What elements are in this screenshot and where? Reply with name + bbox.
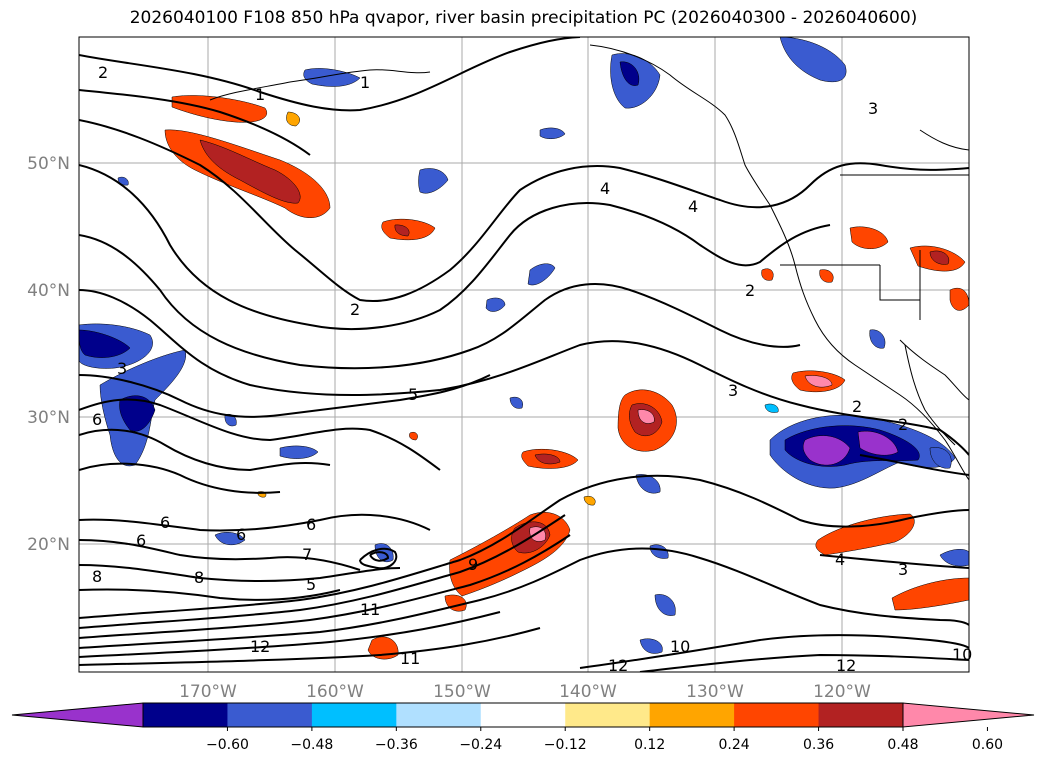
contour-label: 6 [160, 513, 170, 532]
colorbar-segment [396, 703, 482, 727]
contour-label: 6 [92, 410, 102, 429]
colorbar-segment [227, 703, 313, 727]
colorbar-frame [142, 702, 904, 728]
contour-label: 12 [608, 656, 628, 675]
colorbar-segment [649, 703, 735, 727]
colorbar-tick-label: 0.36 [803, 737, 834, 753]
lat-label: 30°N [27, 408, 70, 428]
lat-label: 40°N [27, 281, 70, 301]
lon-label: 120°W [813, 682, 871, 702]
contour-label: 10 [670, 637, 690, 656]
colorbar-tick-label: 0.48 [887, 737, 918, 753]
contour-label: 11 [360, 600, 380, 619]
contour-label: 6 [236, 525, 246, 544]
colorbar-extend-high [902, 702, 1035, 728]
colorbar-segment [143, 703, 228, 727]
contour-label: 2 [898, 415, 908, 434]
colorbar-tick-label: −0.60 [206, 737, 249, 753]
contour-label: 3 [898, 560, 908, 579]
lat-label: 20°N [27, 535, 70, 555]
contour-label: 4 [600, 179, 610, 198]
contour-label: 4 [835, 550, 845, 569]
colorbar-tick-label: −0.48 [290, 737, 333, 753]
contour-label: 5 [408, 385, 418, 404]
contour-label: 6 [136, 531, 146, 550]
lon-label: 150°W [433, 682, 491, 702]
colorbar-segment [565, 703, 651, 727]
colorbar-tick-label: 0.24 [719, 737, 750, 753]
lon-axis-labels: 170°W 160°W 150°W 140°W 130°W 120°W [179, 682, 871, 702]
plot-frame [78, 36, 970, 673]
contour-label: 4 [688, 197, 698, 216]
contour-label: 2 [745, 281, 755, 300]
contour-label: 6 [306, 515, 316, 534]
lon-label: 170°W [179, 682, 237, 702]
contour-label: 1 [255, 85, 265, 104]
colorbar-segment [818, 703, 904, 727]
colorbar-segment [480, 703, 566, 727]
contour-label: 11 [400, 649, 420, 668]
coastlines [209, 44, 969, 481]
contour-label: 12 [836, 656, 856, 675]
colorbar-segment [311, 703, 397, 727]
colorbar-tick-label: −0.24 [459, 737, 502, 753]
qvapor-contours [79, 37, 969, 672]
colorbar-tick-label: 0.12 [634, 737, 665, 753]
precip-shading [79, 37, 969, 660]
contour-label: 9 [468, 555, 478, 574]
lat-axis-labels: 50°N 40°N 30°N 20°N [27, 154, 70, 555]
contour-label: 3 [117, 359, 127, 378]
colorbar: −0.60 −0.48 −0.36 −0.24 −0.12 0.12 0.24 0.36 0.4… [11, 702, 1035, 753]
contour-label: 7 [302, 545, 312, 564]
contour-label: 3 [728, 381, 738, 400]
contour-label: 2 [852, 397, 862, 416]
contour-label: 2 [350, 300, 360, 319]
contour-label: 3 [868, 99, 878, 118]
lon-label: 160°W [306, 682, 364, 702]
map-title: 2026040100 F108 850 hPa qvapor, river ba… [129, 8, 918, 28]
lon-label: 140°W [559, 682, 617, 702]
contour-labels: 2 1 1 2 3 4 4 2 2 5 6 3 3 2 6 6 6 8 8 5 … [92, 63, 972, 675]
colorbar-extend-low [11, 702, 144, 728]
contour-label: 1 [360, 73, 370, 92]
colorbar-tick-label: 0.60 [972, 737, 1003, 753]
lon-label: 130°W [686, 682, 744, 702]
lat-label: 50°N [27, 154, 70, 174]
contour-label: 8 [194, 568, 204, 587]
colorbar-segment [734, 703, 820, 727]
contour-label: 2 [98, 63, 108, 82]
contour-label: 12 [250, 637, 270, 656]
contour-label: 5 [306, 575, 316, 594]
colorbar-tick-label: −0.12 [544, 737, 587, 753]
contour-label: 10 [952, 645, 972, 664]
plot-area [79, 37, 969, 672]
colorbar-tick-label: −0.36 [375, 737, 418, 753]
contour-label: 8 [92, 567, 102, 586]
